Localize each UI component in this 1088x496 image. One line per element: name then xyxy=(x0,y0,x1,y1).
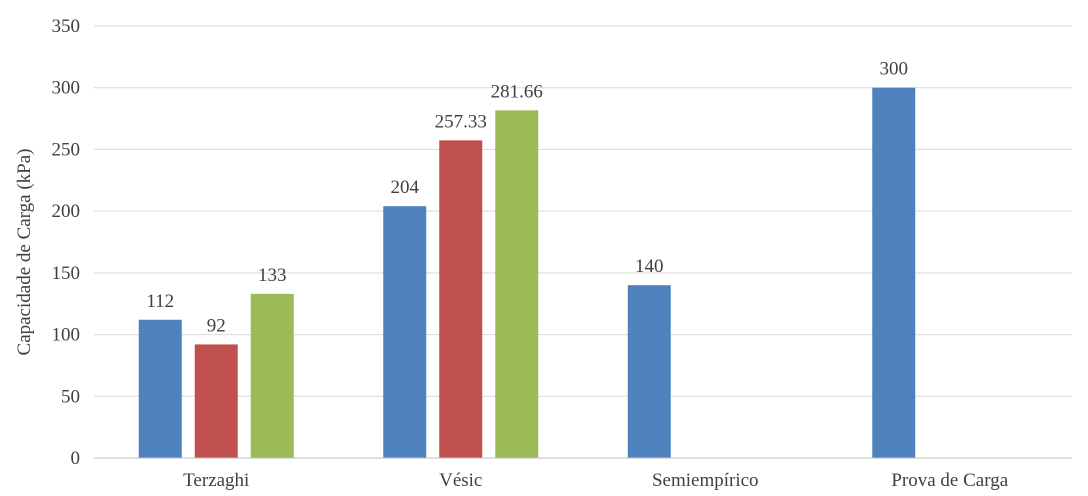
y-tick-label: 200 xyxy=(52,201,81,222)
y-tick-label: 50 xyxy=(61,386,80,407)
data-label: 133 xyxy=(258,265,287,286)
bar xyxy=(383,206,427,458)
bar xyxy=(495,110,539,459)
x-tick-label: Vésic xyxy=(439,470,482,491)
x-tick-label: Prova de Carga xyxy=(891,470,1008,491)
bar xyxy=(627,285,671,458)
gridlines xyxy=(94,25,1072,397)
data-label: 300 xyxy=(880,59,909,80)
data-label: 92 xyxy=(207,315,226,336)
y-tick-label: 0 xyxy=(71,448,81,469)
y-tick-label: 350 xyxy=(52,16,81,37)
bars xyxy=(138,87,916,459)
y-axis-tick-labels: 0 50 100 150 200 250 300 350 xyxy=(52,16,81,469)
data-label: 204 xyxy=(391,177,420,198)
bar xyxy=(194,344,238,458)
data-label: 140 xyxy=(635,256,664,277)
data-label: 281.66 xyxy=(491,81,543,102)
y-tick-label: 250 xyxy=(52,139,81,160)
x-axis-category-labels: Terzaghi Vésic Semiempírico Prova de Carga xyxy=(183,470,1009,491)
bar xyxy=(250,293,294,458)
bar xyxy=(872,87,916,458)
y-tick-label: 150 xyxy=(52,263,81,284)
y-tick-label: 100 xyxy=(52,325,81,346)
bar xyxy=(439,140,483,458)
data-label: 257.33 xyxy=(435,111,487,132)
y-axis-title: Capacidade de Carga (kPa) xyxy=(14,149,35,356)
x-tick-label: Semiempírico xyxy=(652,470,759,491)
x-tick-label: Terzaghi xyxy=(183,470,249,491)
y-tick-label: 300 xyxy=(52,78,81,99)
data-label: 112 xyxy=(146,291,174,312)
bar xyxy=(138,319,182,458)
